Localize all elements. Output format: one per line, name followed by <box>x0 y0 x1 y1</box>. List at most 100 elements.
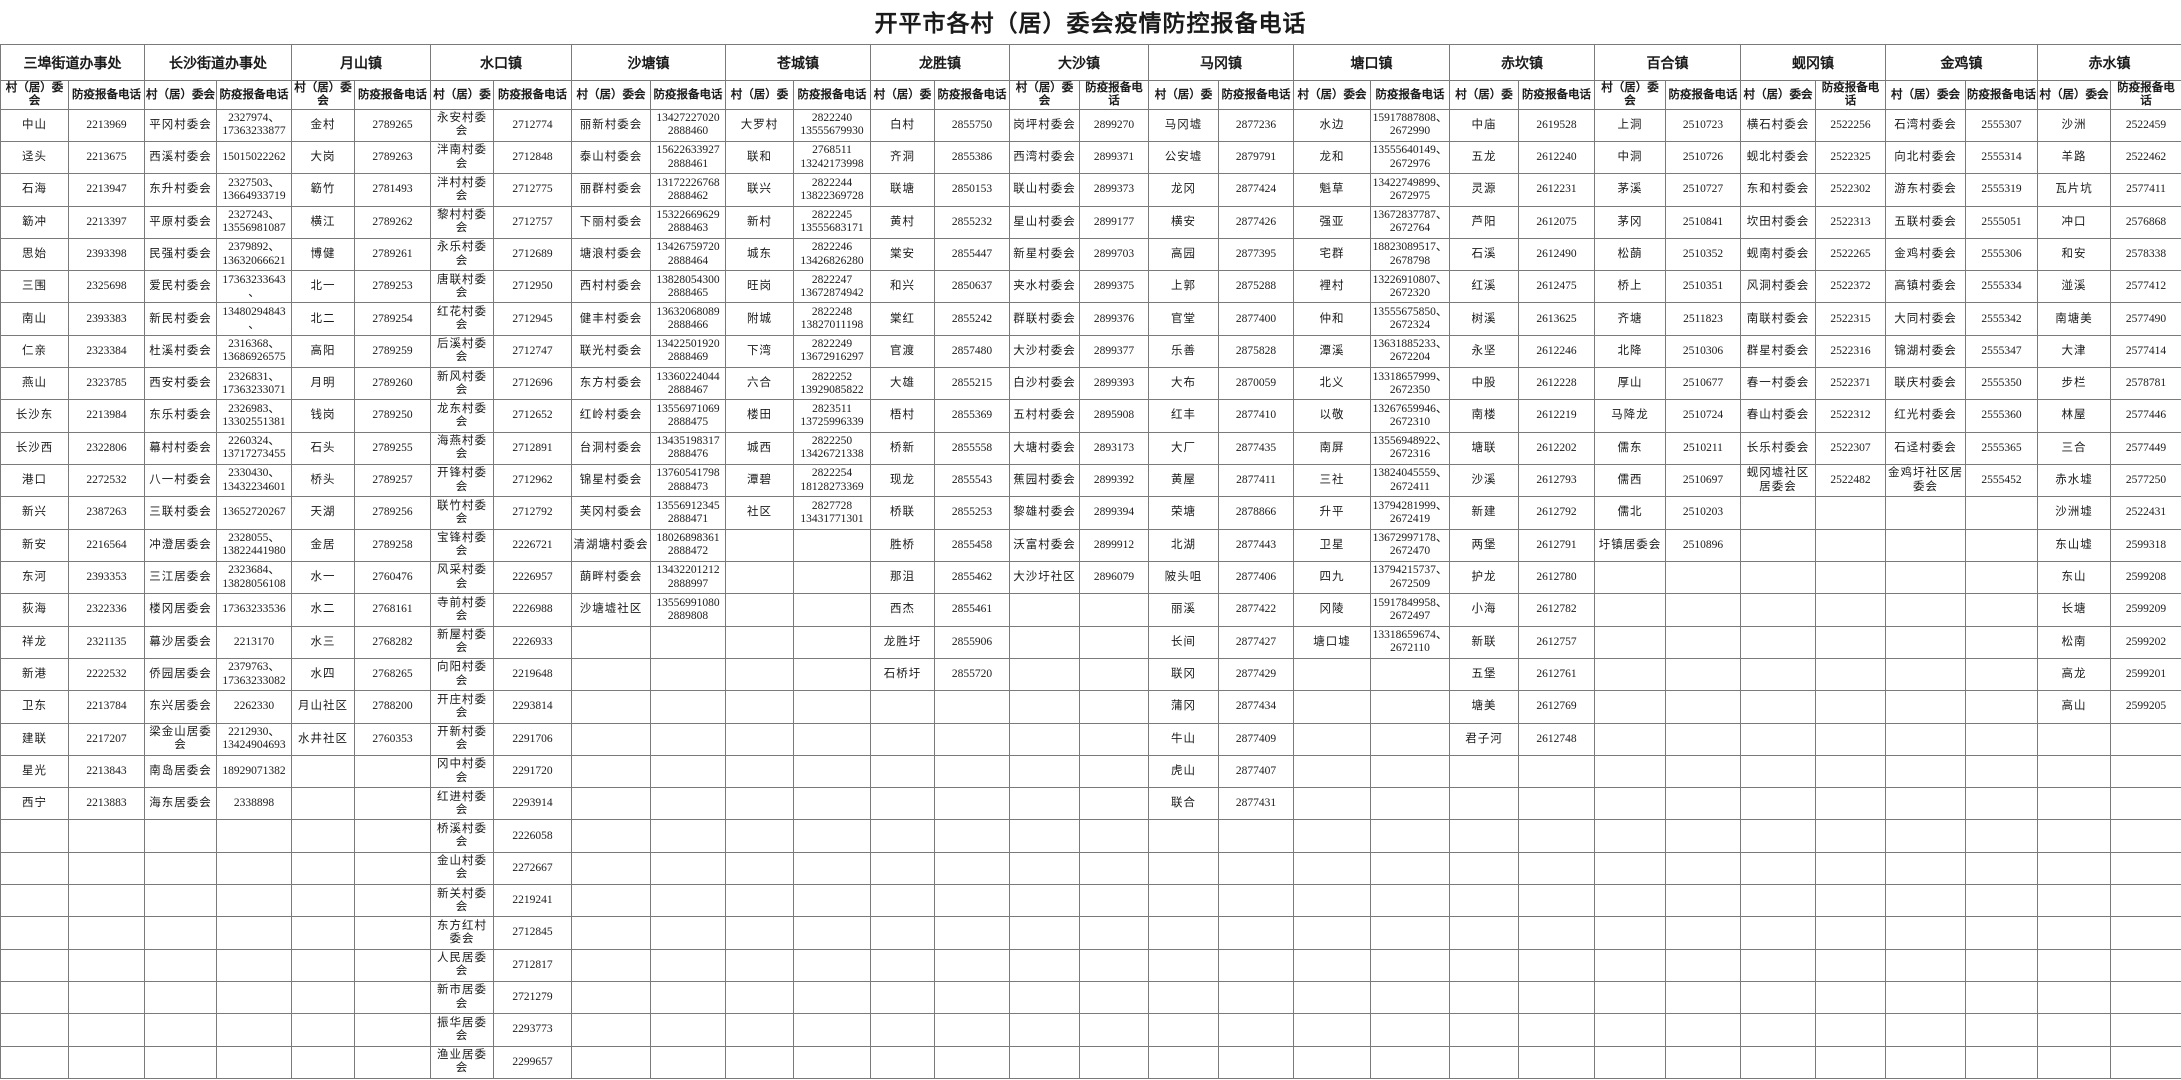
village-name-cell: 中股 <box>1449 367 1519 401</box>
village-name-cell <box>1449 1013 1519 1047</box>
village-name-cell <box>2037 948 2111 983</box>
phone-column-header: 防疫报备电话 <box>1965 80 2038 110</box>
phone-cell <box>793 560 871 595</box>
page-title: 开平市各村（居）委会疫情防控报备电话 <box>874 11 1307 36</box>
phone-cell <box>1665 657 1741 692</box>
village-name-cell: 坎田村委会 <box>1740 205 1816 239</box>
phone-cell: 2612761 <box>1518 657 1595 692</box>
phone-cell: 2213883 <box>68 787 145 821</box>
village-name-cell <box>144 884 217 918</box>
phone-cell <box>68 1045 145 1080</box>
phone-cell <box>1218 1045 1294 1080</box>
village-name-cell: 冈陵 <box>1293 593 1371 627</box>
village-name-cell <box>571 819 651 853</box>
phone-cell: 2522462 <box>2110 140 2181 175</box>
village-name-cell <box>870 981 935 1015</box>
phone-cell: 2893173 <box>1079 431 1149 466</box>
phone-cell: 2522312 <box>1815 399 1886 433</box>
phone-cell: 2226058 <box>493 819 572 853</box>
phone-cell: 2510352 <box>1665 237 1741 272</box>
phone-cell: 2510306 <box>1665 334 1741 369</box>
phone-cell <box>1665 787 1741 821</box>
village-name-cell <box>1885 690 1966 724</box>
phone-cell <box>216 948 292 983</box>
village-name-cell <box>1009 819 1080 853</box>
village-name-cell <box>1885 884 1966 918</box>
phone-cell: 2822247 13672874942 <box>793 270 871 304</box>
village-name-cell <box>0 1013 69 1047</box>
phone-cell <box>68 948 145 983</box>
village-name-cell <box>571 690 651 724</box>
village-name-cell <box>1740 916 1816 950</box>
phone-column-header: 防疫报备电话 <box>1370 80 1450 110</box>
village-name-cell: 东乐村委会 <box>144 399 217 433</box>
phone-cell <box>216 1045 292 1080</box>
village-name-cell: 石头 <box>291 431 355 466</box>
village-name-cell: 中洞 <box>1594 140 1666 175</box>
village-name-cell <box>1594 1045 1666 1080</box>
phone-cell <box>1965 787 2038 821</box>
phone-cell: 2855750 <box>934 108 1010 142</box>
village-name-cell <box>1009 754 1080 789</box>
phone-cell: 2213984 <box>68 399 145 433</box>
village-name-cell: 城东 <box>725 237 794 272</box>
village-name-cell <box>1885 1045 1966 1080</box>
village-name-cell <box>1449 787 1519 821</box>
village-name-cell: 冲口 <box>2037 205 2111 239</box>
village-name-cell: 南屏 <box>1293 431 1371 466</box>
phone-cell: 2899912 <box>1079 528 1149 562</box>
phone-cell <box>1965 754 2038 789</box>
village-name-cell <box>1885 722 1966 756</box>
village-name-cell: 振华居委会 <box>430 1013 494 1047</box>
phone-cell: 2522372 <box>1815 270 1886 304</box>
phone-cell: 2877395 <box>1218 237 1294 272</box>
phone-cell: 13318659674、 2672110 <box>1370 625 1450 659</box>
village-name-cell <box>1293 690 1371 724</box>
phone-cell: 2226721 <box>493 528 572 562</box>
phone-cell: 2322806 <box>68 431 145 466</box>
name-column-header: 村（居）委会 <box>1740 80 1816 110</box>
village-name-cell <box>1885 560 1966 595</box>
phone-cell: 2316368、 13686926575 <box>216 334 292 369</box>
phone-cell <box>793 528 871 562</box>
village-name-cell <box>1740 981 1816 1015</box>
phone-cell: 2822245 13555683171 <box>793 205 871 239</box>
village-name-cell: 马冈墟 <box>1148 108 1219 142</box>
phone-cell <box>1370 948 1450 983</box>
phone-cell <box>1815 1013 1886 1047</box>
phone-cell: 13672997178、 2672470 <box>1370 528 1450 562</box>
village-name-cell <box>725 981 794 1015</box>
village-name-cell: 泮村村委会 <box>430 173 494 207</box>
phone-cell: 2855461 <box>934 593 1010 627</box>
village-name-cell: 新屋村委会 <box>430 625 494 659</box>
phone-cell <box>1370 754 1450 789</box>
table-row: 港口 2272532 八一村委会 2330430、 13432234601 桥头 2789… <box>0 464 2181 498</box>
phone-cell: 2877236 <box>1218 108 1294 142</box>
village-name-cell: 和兴 <box>870 270 935 304</box>
phone-cell: 2325698 <box>68 270 145 304</box>
phone-cell: 2789250 <box>354 399 431 433</box>
phone-cell: 2522325 <box>1815 140 1886 175</box>
name-column-header: 村（居）委会 <box>291 80 355 110</box>
village-name-cell: 东河 <box>0 560 69 595</box>
phone-cell: 2877400 <box>1218 302 1294 336</box>
village-name-cell: 社区 <box>725 496 794 530</box>
village-name-cell <box>1740 722 1816 756</box>
phone-cell: 2293773 <box>493 1013 572 1047</box>
phone-cell: 2612075 <box>1518 205 1595 239</box>
village-name-cell <box>1740 819 1816 853</box>
phone-cell: 2612780 <box>1518 560 1595 595</box>
phone-cell <box>354 787 431 821</box>
phone-cell <box>354 851 431 886</box>
phone-cell <box>793 625 871 659</box>
phone-cell: 2899375 <box>1079 270 1149 304</box>
phone-cell <box>793 1013 871 1047</box>
phone-cell: 2822248 13827011198 <box>793 302 871 336</box>
village-name-cell: 大沙圩社区 <box>1009 560 1080 595</box>
phone-cell: 2323384 <box>68 334 145 369</box>
village-name-cell: 魁草 <box>1293 173 1371 207</box>
phone-cell: 2613625 <box>1518 302 1595 336</box>
phone-cell: 2510726 <box>1665 140 1741 175</box>
village-name-cell <box>1293 722 1371 756</box>
village-name-cell: 儒北 <box>1594 496 1666 530</box>
